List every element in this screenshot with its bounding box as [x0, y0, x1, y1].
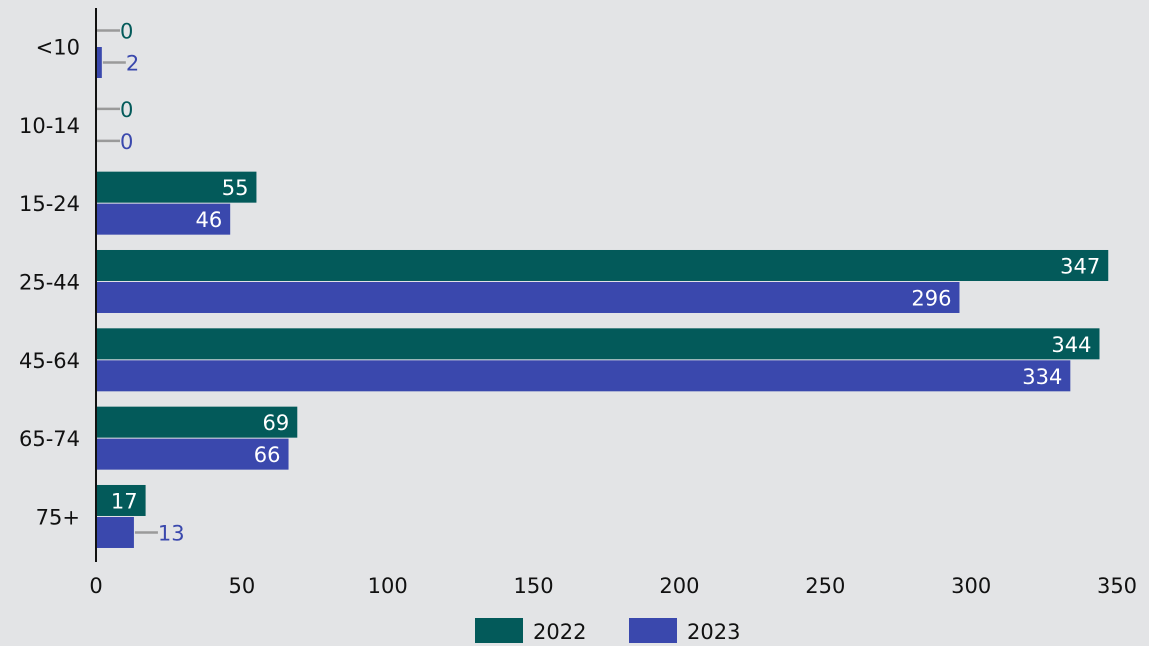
- x-tick-label: 50: [228, 574, 255, 598]
- bar-2023-0: [96, 47, 102, 78]
- bar-2023-3: [96, 281, 960, 313]
- legend-label-2023: 2023: [687, 620, 740, 644]
- bar-2023-4: [96, 360, 1071, 392]
- x-axis-tick-labels: 0 50 100 150 200 250 300 350: [89, 574, 1137, 598]
- bar-2023-6: [96, 516, 134, 548]
- legend-swatch-2022: [475, 618, 523, 643]
- legend: 2022 2023: [475, 618, 740, 644]
- data-label: 17: [111, 489, 138, 513]
- bar-2022-4: [96, 328, 1100, 360]
- data-label: 55: [222, 176, 249, 200]
- bar-2023-2: [96, 203, 231, 235]
- category-label: 10-14: [19, 114, 80, 138]
- x-tick-label: 250: [805, 574, 845, 598]
- data-label: 296: [911, 286, 951, 310]
- data-label: 0: [120, 130, 133, 154]
- data-label: 2: [126, 52, 139, 76]
- category-label: 25-44: [19, 270, 80, 294]
- legend-swatch-2023: [629, 618, 677, 643]
- category-label: 15-24: [19, 192, 80, 216]
- data-label: 0: [120, 98, 133, 122]
- x-tick-label: 150: [514, 574, 554, 598]
- data-label: 13: [158, 521, 185, 545]
- bar-2022-3: [96, 249, 1109, 281]
- data-label: 66: [254, 443, 281, 467]
- x-tick-label: 350: [1097, 574, 1137, 598]
- category-label: <10: [36, 36, 80, 60]
- legend-label-2022: 2022: [533, 620, 586, 644]
- x-tick-label: 200: [659, 574, 699, 598]
- data-label: 347: [1060, 254, 1100, 278]
- data-label: 334: [1022, 365, 1062, 389]
- data-label: 69: [263, 411, 290, 435]
- bar-2022-6: [96, 484, 146, 516]
- x-tick-label: 100: [368, 574, 408, 598]
- category-label: 75+: [36, 505, 80, 529]
- x-tick-label: 0: [89, 574, 102, 598]
- category-label: 45-64: [19, 349, 80, 373]
- bar-2023-5: [96, 438, 289, 470]
- data-label: 46: [195, 208, 222, 232]
- bar-2022-2: [96, 171, 257, 203]
- data-label: 0: [120, 20, 133, 44]
- data-label: 344: [1051, 333, 1091, 357]
- category-labels-group: <10 10-14 15-24 25-44 45-64 65-74 75+: [19, 36, 80, 530]
- bar-2022-5: [96, 406, 298, 438]
- category-label: 65-74: [19, 427, 80, 451]
- x-tick-label: 300: [951, 574, 991, 598]
- bars-group: [96, 47, 1109, 548]
